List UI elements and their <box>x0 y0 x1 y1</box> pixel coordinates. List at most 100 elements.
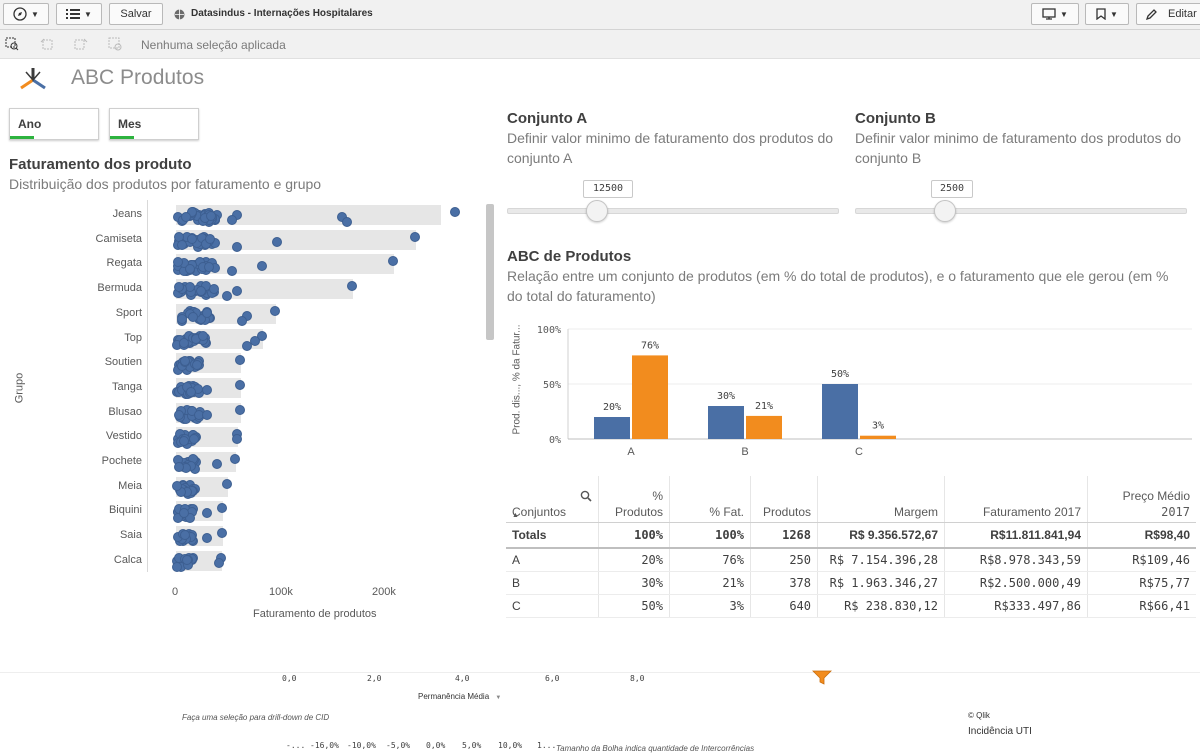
data-point[interactable] <box>202 308 212 318</box>
data-point[interactable] <box>185 264 195 274</box>
edit-button[interactable]: Editar <box>1136 3 1200 25</box>
range-bar[interactable] <box>176 205 441 225</box>
data-point[interactable] <box>173 257 183 267</box>
data-point[interactable] <box>177 314 187 324</box>
conjunto-a-slider-handle[interactable] <box>586 200 608 222</box>
col-header-faturamento[interactable]: Faturamento 2017 <box>944 476 1088 523</box>
data-point[interactable] <box>250 336 260 346</box>
data-point[interactable] <box>189 434 199 444</box>
col-header-conjuntos[interactable]: Conjuntos ▲ <box>506 476 599 523</box>
data-point[interactable] <box>257 261 267 271</box>
data-point[interactable] <box>217 528 227 538</box>
data-point[interactable] <box>192 360 202 370</box>
data-point[interactable] <box>410 232 420 242</box>
data-point[interactable] <box>186 387 196 397</box>
bookmark-button[interactable]: ▼ <box>1085 3 1129 25</box>
bar[interactable] <box>822 384 858 439</box>
navigation-menu-button[interactable]: ▼ <box>3 3 49 25</box>
data-point[interactable] <box>237 316 247 326</box>
col-header-margem[interactable]: Margem <box>817 476 945 523</box>
data-point[interactable] <box>174 410 184 420</box>
data-point[interactable] <box>214 558 224 568</box>
search-icon[interactable] <box>580 490 592 502</box>
conjunto-a-value[interactable]: 12500 <box>583 180 633 198</box>
range-bar[interactable] <box>176 279 353 300</box>
data-point[interactable] <box>242 341 252 351</box>
col-header-preco-medio[interactable]: Preço Médio 2017 <box>1087 476 1196 523</box>
data-point[interactable] <box>232 242 242 252</box>
bar[interactable] <box>860 435 896 439</box>
data-point[interactable] <box>222 291 232 301</box>
data-point[interactable] <box>342 217 352 227</box>
data-point[interactable] <box>222 479 232 489</box>
data-point[interactable] <box>187 234 197 244</box>
data-point[interactable] <box>450 207 460 217</box>
data-point[interactable] <box>270 306 280 316</box>
data-point[interactable] <box>204 262 214 272</box>
data-point[interactable] <box>227 266 237 276</box>
data-point[interactable] <box>180 356 190 366</box>
col-header-produtos[interactable]: Produtos <box>750 476 818 523</box>
data-point[interactable] <box>202 508 212 518</box>
data-point[interactable] <box>209 284 219 294</box>
col-header-pct-produtos[interactable]: % Produtos <box>598 476 670 523</box>
data-point[interactable] <box>182 555 192 565</box>
data-point[interactable] <box>179 338 189 348</box>
data-point[interactable] <box>202 533 212 543</box>
scrollbar-thumb[interactable] <box>486 204 494 340</box>
data-point[interactable] <box>232 286 242 296</box>
step-back-icon[interactable] <box>40 37 54 51</box>
conjunto-a-slider-track[interactable] <box>507 208 839 214</box>
data-point[interactable] <box>202 410 212 420</box>
data-point[interactable] <box>212 459 222 469</box>
data-point[interactable] <box>174 462 184 472</box>
data-point[interactable] <box>185 513 195 523</box>
data-point[interactable] <box>180 530 190 540</box>
data-point[interactable] <box>198 331 208 341</box>
bar[interactable] <box>708 406 744 439</box>
table-row[interactable]: A 20% 76% 250 R$ 7.154.396,28 R$8.978.34… <box>506 548 1196 572</box>
bar[interactable] <box>632 355 668 439</box>
data-point[interactable] <box>347 281 357 291</box>
data-point[interactable] <box>227 215 237 225</box>
data-point[interactable] <box>196 286 206 296</box>
data-point[interactable] <box>235 405 245 415</box>
data-point[interactable] <box>172 481 182 491</box>
conjunto-b-slider-track[interactable] <box>855 208 1187 214</box>
data-point[interactable] <box>177 240 187 250</box>
clear-all-icon[interactable] <box>108 37 122 51</box>
filter-ano[interactable]: Ano <box>9 108 99 140</box>
data-point[interactable] <box>172 562 182 572</box>
table-cell[interactable]: B <box>506 571 599 595</box>
table-row[interactable]: C 50% 3% 640 R$ 238.830,12 R$333.497,86 … <box>506 594 1196 618</box>
data-point[interactable] <box>205 234 215 244</box>
conjunto-b-slider-handle[interactable] <box>934 200 956 222</box>
table-row[interactable]: B 30% 21% 378 R$ 1.963.346,27 R$2.500.00… <box>506 571 1196 595</box>
data-point[interactable] <box>181 212 191 222</box>
data-point[interactable] <box>174 282 184 292</box>
data-point[interactable] <box>188 312 198 322</box>
data-point[interactable] <box>230 454 240 464</box>
list-menu-button[interactable]: ▼ <box>56 3 102 25</box>
data-point[interactable] <box>232 434 242 444</box>
data-point[interactable] <box>388 256 398 266</box>
data-point[interactable] <box>179 436 189 446</box>
table-cell[interactable]: A <box>506 548 599 572</box>
story-button[interactable]: ▼ <box>1031 3 1079 25</box>
filter-mes[interactable]: Mes <box>109 108 199 140</box>
data-point[interactable] <box>235 355 245 365</box>
bar[interactable] <box>594 417 630 439</box>
data-point[interactable] <box>173 513 183 523</box>
table-cell[interactable]: C <box>506 594 599 618</box>
data-point[interactable] <box>217 503 227 513</box>
step-forward-icon[interactable] <box>74 37 88 51</box>
conjunto-b-value[interactable]: 2500 <box>931 180 973 198</box>
data-point[interactable] <box>272 237 282 247</box>
data-point[interactable] <box>202 385 212 395</box>
bar[interactable] <box>746 415 782 439</box>
funnel-icon[interactable] <box>812 670 832 686</box>
col-header-pct-fat[interactable]: % Fat. <box>669 476 751 523</box>
selections-tool-icon[interactable] <box>5 37 19 51</box>
data-point[interactable] <box>206 211 216 221</box>
abc-bar-chart[interactable]: 0% 50% 100% 20% 76% A 30% 21% B 50% 3% C <box>530 312 1194 462</box>
